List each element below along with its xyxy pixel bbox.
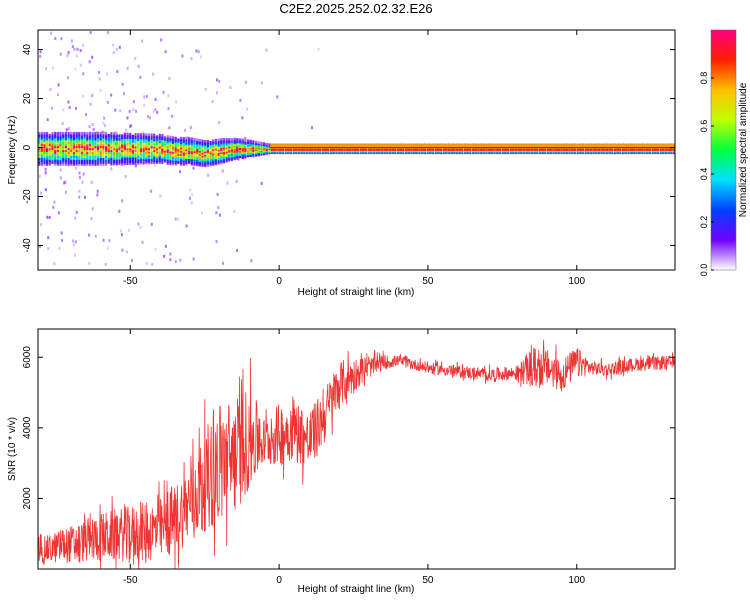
snr-panel: -50 0 50 100 2000 4000 6000 Height of straigh…	[7, 328, 676, 595]
spectrogram-x-ticks: -50 0 50 100	[123, 30, 586, 287]
snr-x-ticks: -50 0 50 100	[123, 329, 586, 586]
spectrogram-y-tick-label: -40	[22, 238, 33, 253]
spectrogram-y-tick-label: 20	[22, 93, 33, 105]
figure-title: C2E2.2025.252.02.32.E26	[279, 1, 432, 16]
colorbar-tick-label: 0.0	[699, 264, 709, 277]
spectrogram-x-tick-label: 100	[568, 276, 585, 287]
spectrogram-panel: -50 0 50 100 -40 -20 0 20 40 Height of straight…	[7, 29, 676, 298]
snr-x-tick-label: -50	[123, 575, 138, 586]
colorbar-gradient	[711, 30, 736, 270]
colorbar-tick-label: 0.4	[699, 168, 709, 181]
snr-y-tick-label: 2000	[22, 487, 33, 510]
snr-y-tick-label: 4000	[22, 416, 33, 439]
snr-y-ticks: 2000 4000 6000	[22, 346, 675, 510]
colorbar-tick-label: 0.2	[699, 216, 709, 229]
snr-y-tick-label: 6000	[22, 346, 33, 369]
spectrogram-y-label: Frequency (Hz)	[7, 116, 18, 185]
spectrogram-frame	[37, 29, 676, 271]
spectrogram-heatmap	[38, 31, 675, 266]
colorbar-frame	[710, 29, 737, 271]
snr-x-tick-label: 100	[568, 575, 585, 586]
spectrogram-x-label: Height of straight line (km)	[298, 287, 415, 298]
snr-x-tick-label: 0	[276, 575, 282, 586]
spectrogram-x-tick-label: 50	[422, 276, 434, 287]
snr-frame	[37, 328, 676, 570]
colorbar-label: Normalized spectral amplitude	[738, 82, 749, 217]
spectrogram-x-tick-label: -50	[123, 276, 138, 287]
spectrogram-x-tick-label: 0	[276, 276, 282, 287]
spectrogram-y-tick-label: 0	[22, 144, 33, 150]
snr-x-label: Height of straight line (km)	[298, 584, 415, 595]
colorbar-ticks: 0.0 0.2 0.4 0.6 0.8	[699, 72, 714, 277]
spectrogram-y-ticks: -40 -20 0 20 40	[22, 44, 675, 253]
colorbar: 0.0 0.2 0.4 0.6 0.8 Normalized spectral ampl…	[699, 29, 749, 277]
snr-series-line	[38, 339, 675, 569]
snr-y-label: SNR (10 * v/v)	[7, 417, 18, 481]
spectrogram-y-tick-label: -20	[22, 189, 33, 204]
snr-x-tick-label: 50	[422, 575, 434, 586]
colorbar-tick-label: 0.8	[699, 72, 709, 85]
colorbar-tick-label: 0.6	[699, 120, 709, 133]
spectrogram-y-tick-label: 40	[22, 44, 33, 56]
